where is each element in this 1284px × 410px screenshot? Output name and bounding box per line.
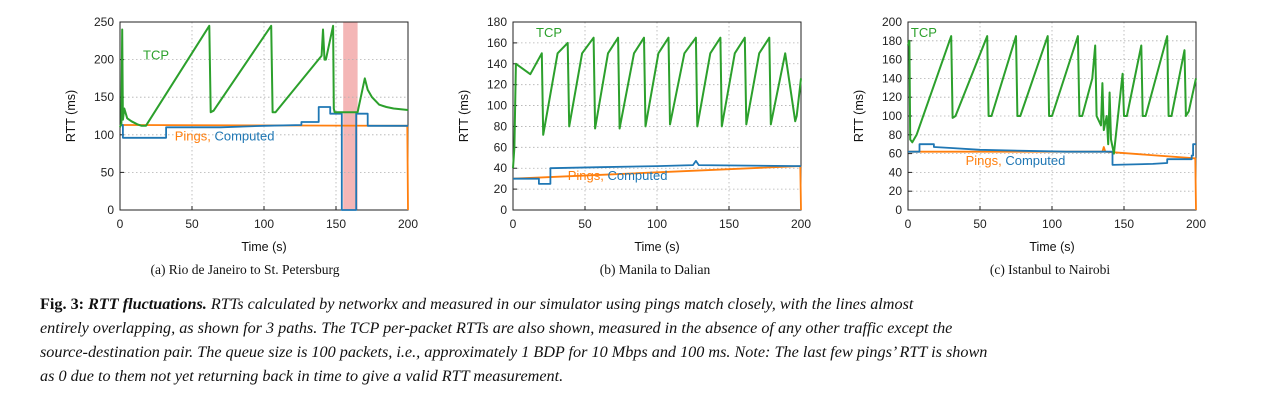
x-tick-label: 0 bbox=[510, 217, 517, 231]
highlight-band bbox=[343, 22, 358, 210]
y-axis-title: RTT (ms) bbox=[64, 90, 78, 142]
x-axis-title: Time (s) bbox=[241, 240, 286, 254]
x-tick-label: 0 bbox=[117, 217, 124, 231]
tcp-label: TCP bbox=[911, 25, 937, 40]
y-tick-label: 100 bbox=[94, 128, 114, 142]
chart-panel-c: 0 20 40 60 80 100 120 140 160 180 200 0 50 100 150 200 T… bbox=[852, 15, 1206, 254]
y-axis-title: RTT (ms) bbox=[852, 90, 866, 142]
caption-line-3: source-destination pair. The queue size … bbox=[40, 343, 988, 361]
pings-label: Pings, bbox=[966, 153, 1006, 168]
y-tick-label: 40 bbox=[494, 161, 508, 175]
caption-line-2: entirely overlapping, as shown for 3 pat… bbox=[40, 319, 953, 337]
pings-computed-label: Pings, Computed bbox=[175, 128, 275, 143]
caption-text-1: RTTs calculated by networkx and measured… bbox=[210, 295, 914, 313]
tcp-label: TCP bbox=[143, 48, 169, 63]
y-tick-label: 60 bbox=[494, 140, 508, 154]
y-tick-label: 0 bbox=[895, 203, 902, 217]
tcp-label: TCP bbox=[536, 25, 562, 40]
caption-line-1: Fig. 3: RTT fluctuations. RTTs calculate… bbox=[40, 292, 1250, 316]
y-tick-label: 20 bbox=[889, 184, 903, 198]
y-tick-label: 180 bbox=[882, 34, 902, 48]
series-line-computed bbox=[908, 143, 1196, 166]
pings-label: Pings, bbox=[175, 128, 215, 143]
figure-title: RTT fluctuations. bbox=[88, 295, 207, 313]
subcaption-b: (b) Manila to Dalian bbox=[599, 262, 711, 277]
x-tick-label: 100 bbox=[254, 217, 274, 231]
x-tick-label: 100 bbox=[647, 217, 667, 231]
subcaption-a: (a) Rio de Janeiro to St. Petersburg bbox=[150, 262, 340, 277]
series-line-tcp bbox=[119, 24, 409, 128]
pings-computed-label: Pings, Computed bbox=[568, 168, 668, 183]
pings-computed-label: Pings, Computed bbox=[966, 153, 1066, 168]
y-tick-label: 80 bbox=[494, 119, 508, 133]
series-line-computed bbox=[120, 106, 408, 211]
y-tick-label: 100 bbox=[882, 109, 902, 123]
y-tick-label: 0 bbox=[500, 203, 507, 217]
y-tick-label: 50 bbox=[101, 165, 115, 179]
figure-number: Fig. 3: bbox=[40, 295, 85, 313]
x-axis-title: Time (s) bbox=[1029, 240, 1074, 254]
y-tick-label: 80 bbox=[889, 128, 903, 142]
x-tick-label: 200 bbox=[398, 217, 418, 231]
x-tick-label: 150 bbox=[719, 217, 739, 231]
x-axis-title: Time (s) bbox=[634, 240, 679, 254]
x-tick-label: 50 bbox=[185, 217, 199, 231]
y-tick-label: 60 bbox=[889, 147, 903, 161]
x-tick-label: 50 bbox=[973, 217, 987, 231]
x-tick-label: 150 bbox=[1114, 217, 1134, 231]
x-tick-label: 200 bbox=[1186, 217, 1206, 231]
y-tick-label: 140 bbox=[882, 71, 902, 85]
x-tick-label: 0 bbox=[905, 217, 912, 231]
chart-panel-b: 0 20 40 60 80 100 120 140 160 180 0 50 100 150 200 Time… bbox=[457, 15, 811, 254]
y-tick-label: 0 bbox=[107, 203, 114, 217]
chart-panel-a: 0 50 100 150 200 250 0 50 100 150 200 Time (s) RTT (… bbox=[64, 15, 418, 254]
figure-caption: Fig. 3: RTT fluctuations. RTTs calculate… bbox=[40, 292, 1250, 388]
computed-label: Computed bbox=[607, 168, 667, 183]
y-tick-label: 20 bbox=[494, 182, 508, 196]
x-tick-label: 150 bbox=[326, 217, 346, 231]
y-tick-label: 160 bbox=[882, 53, 902, 67]
computed-label: Computed bbox=[214, 128, 274, 143]
y-tick-label: 250 bbox=[94, 15, 114, 29]
pings-label: Pings, bbox=[568, 168, 608, 183]
y-tick-label: 120 bbox=[487, 78, 507, 92]
series-line-tcp bbox=[512, 36, 802, 169]
y-tick-label: 140 bbox=[487, 57, 507, 71]
caption-line-4: as 0 due to them not yet returning back … bbox=[40, 367, 564, 385]
x-tick-label: 50 bbox=[578, 217, 592, 231]
y-tick-label: 160 bbox=[487, 36, 507, 50]
series-line-computed bbox=[513, 159, 802, 185]
y-tick-label: 200 bbox=[882, 15, 902, 29]
series-line-tcp bbox=[907, 35, 1197, 155]
y-axis-title: RTT (ms) bbox=[457, 90, 471, 142]
subcaption-c: (c) Istanbul to Nairobi bbox=[989, 262, 1111, 277]
y-tick-label: 180 bbox=[487, 15, 507, 29]
computed-label: Computed bbox=[1005, 153, 1065, 168]
y-tick-label: 100 bbox=[487, 99, 507, 113]
y-tick-label: 120 bbox=[882, 90, 902, 104]
y-tick-label: 200 bbox=[94, 53, 114, 67]
x-tick-label: 100 bbox=[1042, 217, 1062, 231]
x-tick-label: 200 bbox=[791, 217, 811, 231]
y-tick-label: 40 bbox=[889, 165, 903, 179]
y-tick-label: 150 bbox=[94, 90, 114, 104]
